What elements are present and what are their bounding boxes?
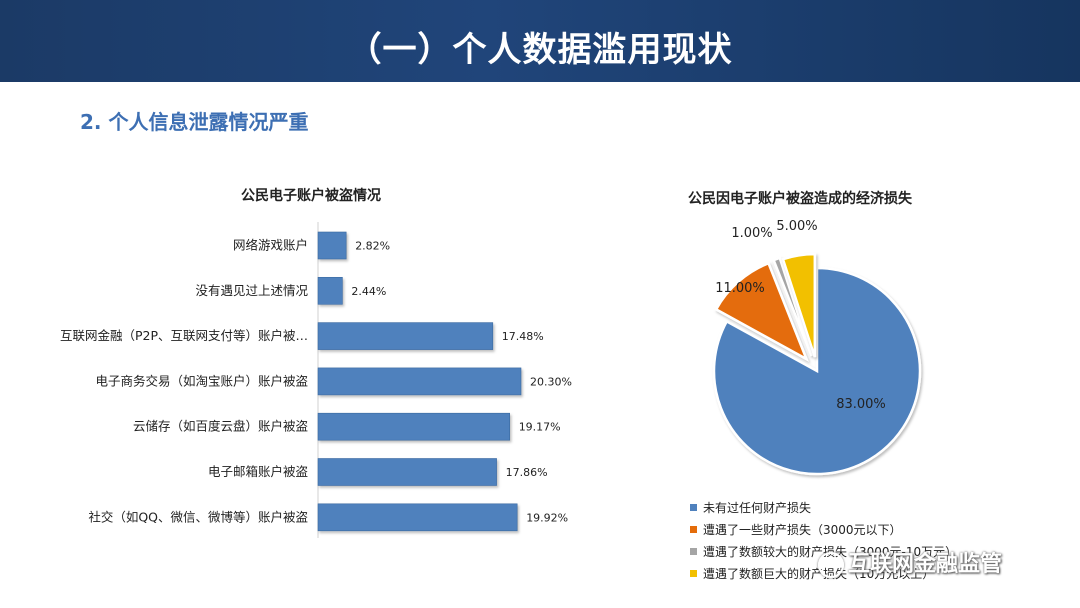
pie-slice-3 [781, 252, 817, 358]
bar-2 [317, 322, 494, 350]
bar-4 [317, 412, 510, 441]
pie-value-label-3: 5.00% [776, 219, 817, 234]
bar-value-label-1: 2.44% [351, 285, 386, 298]
pie-value-label-2: 1.00% [731, 226, 772, 241]
legend-item-2: 遭遇了数额较大的财产损失（3000元-10万元） [690, 542, 957, 560]
pie-chart-title: 公民因电子账户被盗造成的经济损失 [688, 191, 912, 207]
bar-6 [317, 503, 518, 532]
legend-swatch-0 [690, 503, 697, 511]
section-subtitle: 2. 个人信息泄露情况严重 [80, 110, 309, 134]
header-banner: （一）个人数据滥用现状 [0, 0, 1080, 82]
pie-slice-1 [714, 261, 809, 362]
legend-label-3: 遭遇了数额巨大的财产损失（10万元以上） [703, 566, 935, 581]
bar-0 [317, 231, 347, 260]
bar-value-label-6: 19.92% [526, 511, 568, 524]
page-title: （一）个人数据滥用现状 [347, 30, 733, 70]
bar-value-label-4: 19.17% [519, 421, 561, 434]
pie-value-label-1: 11.00% [715, 281, 765, 296]
bar-category-label-0: 网络游戏账户 [233, 238, 308, 253]
pie-slice-2 [772, 256, 813, 357]
legend-swatch-3 [690, 569, 697, 577]
bar-value-label-3: 20.30% [530, 375, 572, 388]
wechat-icon [818, 552, 844, 578]
bar-value-label-5: 17.86% [506, 466, 548, 479]
bar-category-label-4: 云储存（如百度云盘）账户被盗 [133, 419, 308, 434]
bar-category-label-1: 没有遇见过上述情况 [195, 283, 308, 298]
legend-label-0: 未有过任何财产损失 [703, 500, 812, 515]
bar-category-label-3: 电子商务交易（如淘宝账户）账户被盗 [95, 373, 308, 388]
bar-category-label-5: 电子邮箱账户被盗 [208, 464, 308, 479]
watermark: 互联网金融监管 [818, 546, 1002, 578]
legend-item-1: 遭遇了一些财产损失（3000元以下） [690, 520, 957, 538]
bar-5 [317, 458, 497, 486]
bar-chart-title: 公民电子账户被盗情况 [241, 188, 381, 204]
pie-slice-0 [712, 266, 922, 476]
legend-label-2: 遭遇了数额较大的财产损失（3000元-10万元） [703, 544, 958, 559]
bar-value-label-2: 17.48% [502, 330, 544, 343]
bar-category-label-2: 互联网金融（P2P、互联网支付等）账户被… [60, 328, 308, 343]
bar-3 [317, 367, 522, 396]
legend-swatch-1 [690, 525, 697, 533]
legend-swatch-2 [690, 547, 697, 555]
bar-value-label-0: 2.82% [355, 240, 390, 253]
pie-value-label-0: 83.00% [836, 397, 886, 412]
pie-legend: 未有过任何财产损失遭遇了一些财产损失（3000元以下） 遭遇了数额较大的财产损失（… [690, 498, 957, 586]
watermark-text: 互联网金融监管 [848, 552, 1003, 577]
bar-category-label-6: 社交（如QQ、微信、微博等）账户被盗 [88, 509, 308, 524]
legend-label-1: 遭遇了一些财产损失（3000元以下） [703, 522, 902, 537]
legend-item-0: 未有过任何财产损失 [690, 498, 957, 516]
bar-1 [317, 276, 343, 305]
legend-item-3: 遭遇了数额巨大的财产损失（10万元以上） [690, 564, 957, 582]
